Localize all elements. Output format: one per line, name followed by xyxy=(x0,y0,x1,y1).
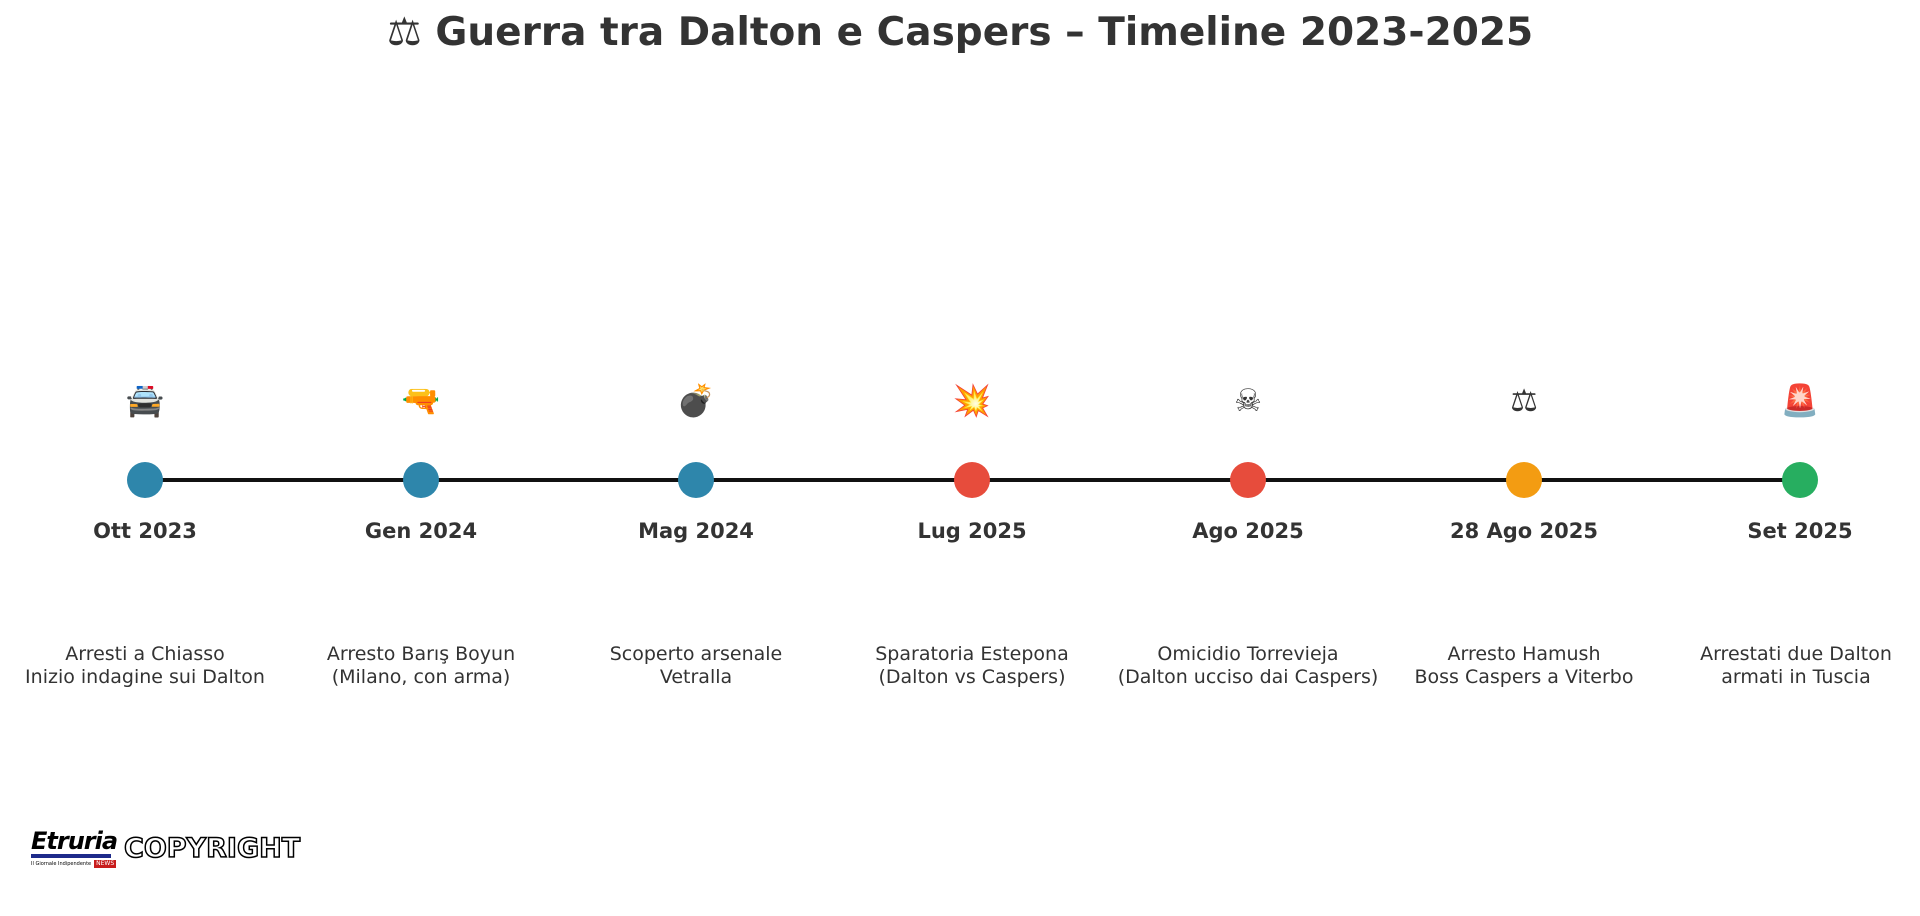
logo-name: Etruria xyxy=(31,827,118,855)
event-marker xyxy=(127,462,163,498)
event-date: Lug 2025 xyxy=(917,519,1027,543)
event-description-line: (Dalton vs Caspers) xyxy=(878,666,1066,688)
event-description-line: Boss Caspers a Viterbo xyxy=(1414,666,1634,688)
event-description-line: Arresti a Chiasso xyxy=(65,643,225,665)
event-description-line: armati in Tuscia xyxy=(1721,666,1871,688)
event-marker xyxy=(1782,462,1818,498)
event-description-line: Arresto Hamush xyxy=(1447,643,1601,665)
police-car-icon: 🚔 xyxy=(125,383,165,419)
event-marker xyxy=(1230,462,1266,498)
copyright-watermark: COPYRIGHT xyxy=(123,832,301,865)
event-description: Arrestati due Dalton armati in Tuscia xyxy=(1660,643,1920,689)
event-date: Mag 2024 xyxy=(638,519,754,543)
logo-underline xyxy=(31,854,111,858)
event-description: Omicidio Torrevieja (Dalton ucciso dai C… xyxy=(1098,643,1398,689)
logo-tagline: Il Giornale Indipendente xyxy=(31,861,92,867)
logo-news-badge: NEWS xyxy=(94,860,117,868)
event-date: Ago 2025 xyxy=(1192,519,1304,543)
pistol-icon: 🔫 xyxy=(401,383,441,419)
event-description-line: Vetralla xyxy=(659,666,733,688)
event-date: 28 Ago 2025 xyxy=(1449,519,1598,543)
event-description-line: Arresto Barış Boyun xyxy=(326,643,516,665)
bomb-icon: 💣 xyxy=(676,383,716,419)
event-description-line: Inizio indagine sui Dalton xyxy=(25,666,265,688)
etruria-news-logo: Etruria Il Giornale Indipendente NEWS xyxy=(31,828,121,868)
event-description-line: Arrestati due Dalton xyxy=(1700,643,1892,665)
event-description: Sparatoria Estepona (Dalton vs Caspers) xyxy=(822,643,1122,689)
page-title: ⚖ Guerra tra Dalton e Caspers – Timeline… xyxy=(386,10,1534,55)
siren-icon: 🚨 xyxy=(1780,383,1820,419)
event-description-line: (Milano, con arma) xyxy=(331,666,511,688)
event-description-line: Omicidio Torrevieja xyxy=(1157,643,1339,665)
event-description-line: Scoperto arsenale xyxy=(609,643,783,665)
event-marker xyxy=(954,462,990,498)
event-marker xyxy=(403,462,439,498)
event-description: Arresti a Chiasso Inizio indagine sui Da… xyxy=(0,643,295,689)
scales-icon: ⚖ xyxy=(1510,383,1538,419)
event-marker xyxy=(1506,462,1542,498)
event-description: Arresto Hamush Boss Caspers a Viterbo xyxy=(1374,643,1674,689)
logo-subline: Il Giornale Indipendente NEWS xyxy=(31,860,121,868)
event-description-line: (Dalton ucciso dai Caspers) xyxy=(1117,666,1379,688)
explosion-icon: 💥 xyxy=(952,383,992,419)
event-date: Set 2025 xyxy=(1747,519,1853,543)
event-marker xyxy=(678,462,714,498)
event-description: Arresto Barış Boyun (Milano, con arma) xyxy=(271,643,571,689)
event-date: Ott 2023 xyxy=(93,519,197,543)
skull-icon: ☠ xyxy=(1234,383,1262,419)
event-description: Scoperto arsenale Vetralla xyxy=(546,643,846,689)
event-date: Gen 2024 xyxy=(364,519,478,543)
event-description-line: Sparatoria Estepona xyxy=(875,643,1069,665)
